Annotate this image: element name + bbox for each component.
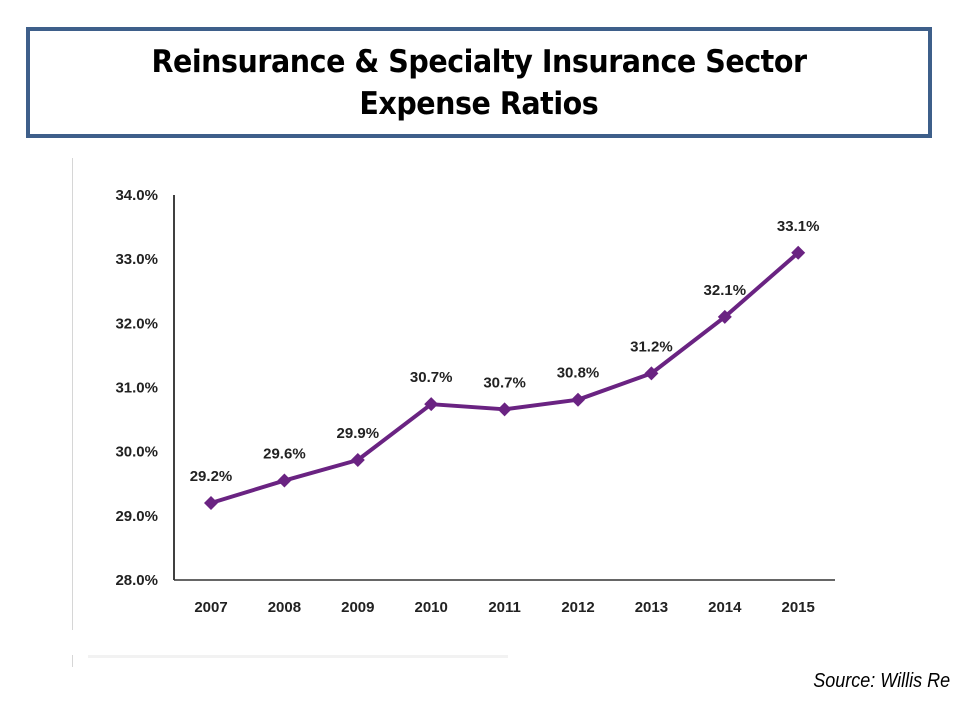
source-note: Source: Willis Re (813, 670, 950, 692)
data-label: 29.9% (337, 425, 380, 442)
data-label: 30.7% (410, 369, 453, 386)
y-tick-label: 32.0% (115, 315, 158, 332)
data-point-marker (717, 309, 732, 324)
data-label: 30.7% (483, 374, 526, 391)
y-tick-label: 30.0% (115, 444, 158, 461)
series-markers (204, 245, 806, 510)
chart-frame-edge-lower (72, 655, 73, 667)
title-line-2: Expense Ratios (359, 85, 599, 122)
x-tick-label: 2011 (488, 599, 521, 616)
y-tick-label: 29.0% (115, 508, 158, 525)
data-point-marker (497, 402, 512, 417)
faint-caption (88, 655, 508, 658)
data-label: 33.1% (777, 218, 820, 235)
y-tick-label: 28.0% (115, 572, 158, 589)
x-tick-label: 2013 (635, 599, 668, 616)
title-box: Reinsurance & Specialty Insurance Sector… (26, 27, 932, 138)
x-tick-label: 2015 (782, 599, 815, 616)
x-tick-label: 2007 (194, 599, 227, 616)
y-tick-label: 33.0% (115, 251, 158, 268)
x-tick-label: 2008 (268, 599, 301, 616)
x-tick-label: 2010 (415, 599, 448, 616)
y-tick-label: 34.0% (115, 187, 158, 204)
data-point-marker (791, 245, 806, 260)
chart-frame-edge (72, 158, 73, 630)
y-tick-labels: 28.0% 29.0% 30.0% 31.0% 32.0% 33.0% 34.0% (115, 187, 158, 589)
x-tick-label: 2014 (708, 599, 742, 616)
x-tick-label: 2009 (341, 599, 374, 616)
data-label: 29.2% (190, 468, 233, 485)
data-point-marker (571, 392, 585, 407)
data-label: 30.8% (557, 365, 600, 382)
data-point-marker (424, 397, 439, 412)
data-label: 32.1% (704, 282, 747, 299)
data-point-marker (644, 366, 659, 381)
y-tick-label: 31.0% (115, 380, 158, 397)
data-labels: 29.2% 29.6% 29.9% 30.7% 30.7% 30.8% 31.2% 32.1%… (190, 218, 820, 485)
x-tick-label: 2012 (561, 599, 594, 616)
axes (173, 195, 835, 581)
title-line-1: Reinsurance & Specialty Insurance Sector (151, 43, 807, 80)
data-point-marker (204, 496, 218, 510)
data-point-marker (277, 473, 292, 488)
x-tick-labels: 2007 2008 2009 2010 2011 2012 2013 2014 2015 (194, 599, 815, 616)
data-label: 29.6% (263, 446, 306, 463)
data-label: 31.2% (630, 338, 673, 355)
data-point-marker (350, 453, 365, 468)
